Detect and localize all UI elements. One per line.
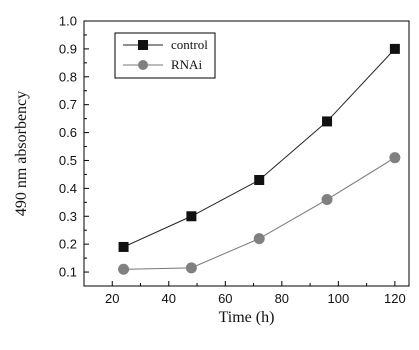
y-tick-label: 0.4 [59, 181, 77, 196]
data-point-rnai [389, 152, 401, 164]
y-tick-label: 0.9 [59, 41, 77, 56]
x-axis-title: Time (h) [219, 309, 275, 326]
y-axis-title: 490 nm absorbency [13, 91, 30, 216]
y-tick-label: 0.2 [59, 237, 77, 252]
data-point-rnai [321, 194, 333, 206]
x-tick-label: 100 [327, 291, 349, 306]
legend: control RNAi [114, 32, 216, 79]
x-tick-label: 120 [384, 291, 406, 306]
legend-label-control: control [171, 37, 208, 52]
data-point-control [322, 116, 333, 127]
x-tick-label: 20 [105, 291, 119, 306]
x-tick-label: 60 [218, 291, 232, 306]
data-point-rnai [118, 263, 130, 275]
y-tick-label: 0.8 [59, 69, 77, 84]
data-point-control [186, 211, 197, 222]
data-point-rnai [253, 233, 265, 245]
y-tick-label: 1.0 [59, 14, 77, 29]
data-point-rnai [185, 262, 197, 274]
legend-box [114, 32, 216, 79]
y-tick-label: 0.1 [59, 265, 77, 280]
plot-frame [83, 20, 410, 287]
x-tick-label: 80 [275, 291, 289, 306]
legend-marker-rnai [138, 60, 148, 70]
x-axis: 20 40 60 80 100 120 [105, 281, 406, 306]
data-point-control [389, 43, 400, 54]
y-tick-label: 0.6 [59, 125, 77, 140]
y-tick-label: 0.7 [59, 97, 77, 112]
data-point-control [254, 175, 265, 185]
legend-label-rnai: RNAi [171, 57, 202, 72]
series-line-control [123, 48, 396, 248]
y-axis: 0.1 0.2 0.3 0.4 0.5 0.6 0.7 0.8 0.9 1.0 [59, 14, 89, 280]
y-tick-label: 0.3 [59, 209, 77, 224]
series-layer [118, 43, 401, 275]
y-tick-label: 0.5 [59, 153, 77, 168]
series-line-rnai [123, 157, 396, 270]
data-point-control [118, 241, 129, 252]
legend-marker-control [138, 40, 148, 50]
x-tick-label: 40 [162, 291, 176, 306]
